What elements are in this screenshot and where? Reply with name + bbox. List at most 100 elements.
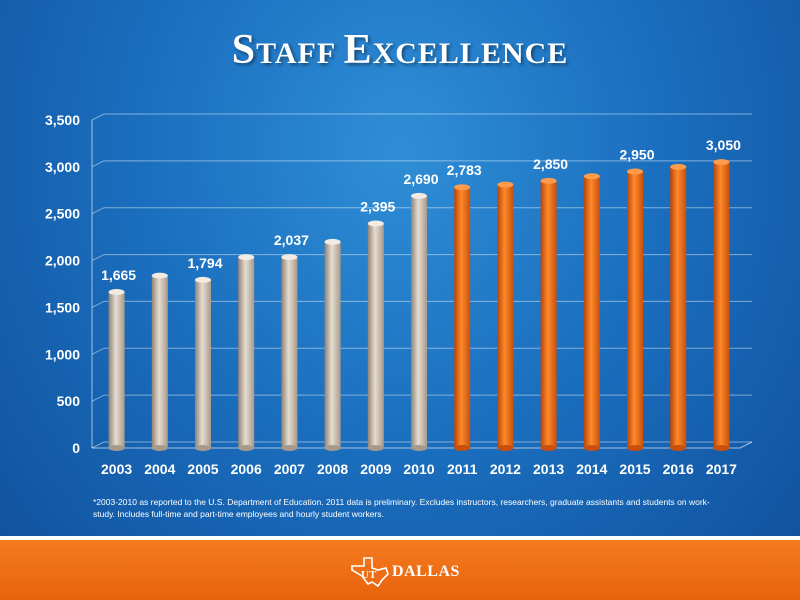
- bar-2006: [238, 254, 255, 451]
- gridline-side: [91, 113, 105, 121]
- x-tick-label: 2003: [101, 461, 132, 477]
- bar-top: [627, 168, 643, 175]
- bar-top: [324, 238, 341, 245]
- x-tick-label: 2008: [317, 461, 348, 477]
- data-label: 3,050: [706, 137, 741, 153]
- title-part-xcellence: XCELLENCE: [372, 37, 569, 70]
- x-tick-label: 2004: [144, 461, 175, 477]
- bar-2016: [670, 163, 687, 451]
- bars: [108, 159, 730, 451]
- bar-body: [627, 171, 643, 449]
- bar-2017: [713, 159, 730, 451]
- x-tick-label: 2011: [447, 461, 478, 477]
- page-title: STAFF EXCELLENCE: [0, 26, 800, 74]
- x-axis: [92, 441, 753, 449]
- gridlines: 0 500 1,000 1,500 2,000 2,500 3,000 3,500: [45, 112, 752, 456]
- bar-body: [281, 257, 298, 448]
- texas-star-icon: UT: [351, 557, 389, 588]
- bar-base: [238, 445, 255, 451]
- gridline-side: [91, 300, 105, 308]
- bar-base: [324, 445, 341, 451]
- bar-body: [670, 166, 687, 448]
- bar-body: [238, 257, 255, 448]
- bar-base: [540, 445, 557, 451]
- bar-body: [454, 187, 471, 448]
- gridline-side: [91, 254, 105, 262]
- y-tick-label: 3,500: [45, 112, 80, 128]
- footnote: *2003-2010 as reported to the U.S. Depar…: [93, 497, 710, 519]
- y-tick-label: 2,000: [45, 253, 80, 269]
- bar-2014: [583, 173, 600, 451]
- bar-base: [281, 445, 298, 451]
- x-tick-label: 2013: [533, 461, 564, 477]
- bar-base: [454, 445, 471, 451]
- bar-2010: [411, 192, 427, 451]
- logo-mark: UT: [361, 569, 377, 581]
- bar-base: [583, 445, 600, 451]
- bar-base: [627, 445, 643, 451]
- x-tick-label: 2007: [274, 461, 305, 477]
- x-tick-label: 2017: [706, 461, 737, 477]
- x-tick-label: 2014: [576, 461, 607, 477]
- bar-body: [713, 162, 730, 448]
- x-tick-label: 2006: [231, 461, 262, 477]
- x-tick-label: 2005: [187, 461, 218, 477]
- bar-body: [497, 184, 514, 449]
- data-label: 2,037: [274, 232, 309, 248]
- bar-base: [411, 445, 427, 451]
- title-initial-s: S: [231, 27, 257, 73]
- title-part-taff: TAFF: [256, 37, 344, 70]
- gridline-side: [91, 394, 105, 402]
- bar-top: [670, 163, 687, 170]
- bar-2008: [324, 238, 341, 451]
- bar-base: [195, 445, 211, 451]
- y-tick-label: 1,500: [45, 299, 80, 315]
- bar-top: [583, 173, 600, 180]
- bar-2012: [497, 181, 514, 451]
- data-label: 1,794: [187, 255, 222, 271]
- bar-2003: [108, 288, 125, 451]
- bar-top: [281, 254, 298, 261]
- data-label: 2,783: [447, 162, 482, 178]
- bar-2015: [627, 168, 643, 451]
- bar-base: [367, 445, 384, 451]
- data-label: 2,395: [360, 199, 395, 215]
- footer-bar: [0, 540, 800, 600]
- bar-top: [411, 192, 427, 199]
- data-label: 2,690: [403, 171, 438, 187]
- gridline-side: [91, 207, 105, 215]
- bar-2005: [195, 276, 211, 451]
- y-tick-label: 500: [57, 393, 81, 409]
- bar-top: [454, 184, 471, 191]
- gridline-side: [91, 160, 105, 168]
- data-label: 2,850: [533, 156, 568, 172]
- bar-base: [713, 445, 730, 451]
- gridline-side: [91, 347, 105, 355]
- y-tick-label: 1,000: [45, 346, 80, 362]
- bar-base: [108, 445, 125, 451]
- bar-2004: [151, 272, 168, 451]
- x-tick-label: 2016: [663, 461, 694, 477]
- ut-dallas-logo: UT DALLAS: [350, 556, 460, 588]
- bar-base: [151, 445, 168, 451]
- bar-top: [151, 272, 168, 279]
- bar-2011: [454, 184, 471, 451]
- gridline-side: [91, 441, 105, 449]
- y-tick-label: 2,500: [45, 206, 80, 222]
- title-initial-e: E: [343, 27, 373, 73]
- logo-text: DALLAS: [392, 563, 460, 580]
- bar-body: [583, 176, 600, 448]
- x-tick-label: 2012: [490, 461, 521, 477]
- bar-top: [540, 177, 557, 184]
- y-tick-label: 3,000: [45, 159, 80, 175]
- bar-body: [411, 195, 427, 448]
- x-tick-label: 2010: [403, 461, 434, 477]
- bar-body: [195, 279, 211, 448]
- footer-stripe: [0, 536, 800, 540]
- bar-base: [497, 445, 514, 451]
- bar-top: [367, 220, 384, 227]
- bar-body: [367, 223, 384, 448]
- bar-top: [238, 254, 255, 261]
- bar-body: [108, 291, 125, 448]
- bar-body: [324, 241, 341, 448]
